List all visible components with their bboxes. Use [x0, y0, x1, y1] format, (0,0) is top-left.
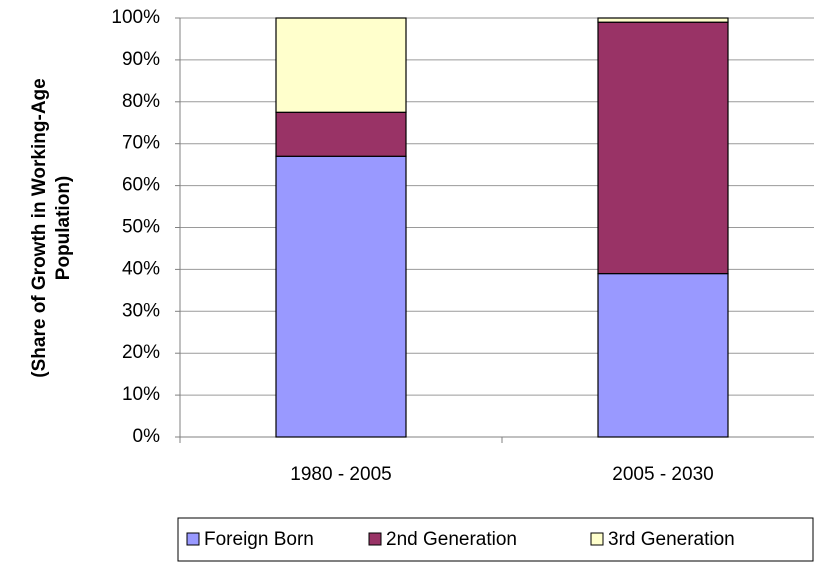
y-tick-label: 100%	[111, 7, 160, 28]
legend-label: 3rd Generation	[608, 529, 735, 550]
y-axis-label: Population)	[53, 176, 74, 280]
y-tick-label: 30%	[122, 300, 160, 321]
bar-segment	[597, 17, 729, 23]
legend-swatch	[368, 532, 382, 546]
legend-box	[177, 517, 814, 562]
bar-segment	[597, 272, 729, 438]
legend-label: 2nd Generation	[386, 529, 517, 550]
y-tick-label: 40%	[122, 258, 160, 279]
y-tick-label: 50%	[122, 217, 160, 238]
y-tick-label: 0%	[133, 426, 161, 447]
legend-label: Foreign Born	[204, 529, 314, 550]
y-tick-label: 90%	[122, 49, 160, 70]
y-tick-label: 20%	[122, 342, 160, 363]
bar-segment	[275, 155, 407, 438]
y-tick-label: 70%	[122, 133, 160, 154]
y-tick-label: 60%	[122, 175, 160, 196]
y-tick-label: 10%	[122, 384, 160, 405]
bar-segment	[275, 17, 407, 113]
x-tick-label: 2005 - 2030	[612, 464, 713, 485]
legend-swatch	[590, 532, 604, 546]
y-axis-label: (Share of Growth in Working-Age	[29, 78, 50, 377]
y-tick-label: 80%	[122, 91, 160, 112]
bar-segment	[275, 111, 407, 157]
legend-swatch	[186, 532, 200, 546]
x-tick-label: 1980 - 2005	[290, 464, 391, 485]
bar-segment	[597, 21, 729, 275]
